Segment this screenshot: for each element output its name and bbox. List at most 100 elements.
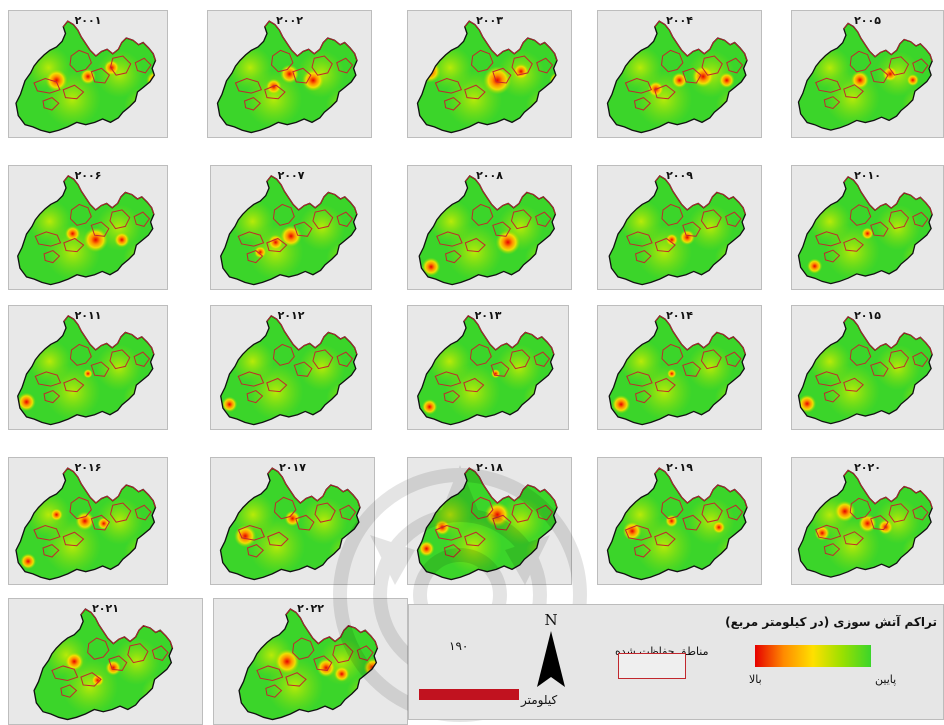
- protected-area-outline: [272, 343, 295, 366]
- protected-area-outline: [87, 637, 110, 660]
- protected-area-outline: [700, 349, 722, 370]
- map-year-label: ۲۰۱۱: [74, 309, 102, 322]
- map-year-label: ۲۰۰۸: [476, 169, 503, 182]
- fire-hotspot: [64, 652, 84, 671]
- protected-area-outline: [133, 211, 151, 227]
- protected-area-outline: [912, 58, 929, 74]
- legend-panel: تراکم آتش سوزی (در کیلومتر مربع) بالا پا…: [408, 604, 944, 720]
- protected-area-outline: [69, 343, 92, 366]
- protected-area-outline: [272, 203, 295, 226]
- fire-density-map: [606, 20, 748, 134]
- map-panel: ۲۰۱۲: [210, 305, 372, 430]
- protected-area-outline: [63, 175, 155, 215]
- protected-area-outline: [660, 496, 684, 520]
- map-panel: ۲۰۰۲: [207, 10, 372, 138]
- protected-area-outline: [823, 389, 841, 403]
- protected-area-outline: [843, 316, 933, 355]
- protected-area-outline: [336, 211, 354, 227]
- fire-hotspot: [798, 394, 817, 413]
- legend-title: تراکم آتش سوزی (در کیلومتر مربع): [725, 615, 937, 629]
- fire-density-map: [219, 467, 361, 581]
- protected-area-outline: [69, 496, 92, 520]
- protected-area-outline: [443, 97, 461, 111]
- fire-hotspot: [333, 666, 350, 682]
- protected-area-outline: [266, 315, 358, 355]
- protected-area-outline: [237, 371, 265, 387]
- protected-area-outline: [267, 531, 289, 547]
- protected-area-outline: [661, 203, 684, 226]
- fire-hotspot: [692, 65, 715, 88]
- map-panel: ۲۰۲۰: [791, 457, 944, 585]
- protected-area-outline: [237, 231, 265, 247]
- protected-area-outline: [536, 504, 554, 521]
- protected-area-outline: [80, 608, 173, 649]
- protected-area-outline: [90, 361, 110, 377]
- protected-area-outline: [436, 231, 463, 247]
- protected-area-outline: [266, 237, 288, 253]
- protected-area-outline: [134, 57, 152, 74]
- protected-area-outline: [700, 209, 722, 230]
- protected-area-outline: [654, 20, 748, 61]
- map-panel: ۲۰۰۹: [597, 165, 762, 290]
- protected-area-outline: [701, 55, 723, 76]
- fire-hotspot: [114, 232, 130, 248]
- protected-area-outline: [725, 211, 742, 227]
- protected-area-outline: [726, 504, 744, 521]
- protected-area-outline: [63, 315, 155, 355]
- fire-density-map: [17, 315, 155, 426]
- protected-area-outline: [635, 389, 652, 404]
- protected-area-outline: [267, 467, 361, 508]
- protected-area-outline: [471, 203, 494, 226]
- protected-area-outline: [293, 361, 313, 377]
- fire-hotspot: [861, 227, 874, 240]
- protected-area-outline: [63, 377, 85, 393]
- fire-hotspot: [671, 72, 688, 89]
- protected-area-outline: [660, 49, 684, 73]
- protected-area-outline: [108, 655, 128, 671]
- protected-area-outline: [626, 371, 653, 387]
- map-year-label: ۲۰۲۱: [92, 602, 119, 615]
- map-panel: ۲۰۰۳: [407, 10, 572, 138]
- protected-area-outline: [127, 643, 149, 664]
- fire-hotspot: [221, 396, 238, 413]
- map-panel: ۲۰۲۱: [8, 598, 203, 725]
- protected-area-outline: [843, 469, 933, 509]
- fire-hotspot: [418, 540, 435, 557]
- protected-area-outline: [492, 221, 511, 237]
- fire-density-map: [797, 175, 933, 285]
- protected-area-outline: [464, 84, 486, 100]
- fire-density-map: [15, 20, 157, 134]
- protected-area-outline: [464, 20, 558, 61]
- protected-area-outline: [285, 672, 307, 687]
- protected-area-outline: [490, 361, 510, 377]
- protected-area-outline: [635, 249, 652, 264]
- fire-hotspot: [284, 510, 301, 527]
- protected-area-outline: [292, 637, 315, 660]
- protected-area-outline: [912, 505, 929, 521]
- protected-area-outline: [469, 343, 492, 366]
- protected-area-outline: [109, 55, 132, 76]
- protected-area-outline: [823, 543, 841, 557]
- map-panel: ۲۰۰۷: [210, 165, 372, 290]
- map-panel: ۲۰۱۵: [791, 305, 944, 430]
- map-year-label: ۲۰۰۹: [666, 169, 693, 182]
- fire-hotspot: [302, 69, 325, 92]
- protected-area-outline: [443, 544, 461, 558]
- protected-area-outline: [536, 57, 554, 74]
- fire-hotspot: [64, 225, 81, 242]
- protected-area-outline: [266, 377, 288, 393]
- fire-hotspot: [274, 649, 300, 674]
- protected-area-outline: [60, 684, 78, 698]
- protected-area-outline: [356, 645, 374, 661]
- protected-area-outline: [626, 231, 653, 247]
- fire-density-map: [606, 467, 748, 581]
- north-arrow-icon: N: [537, 611, 565, 687]
- map-year-label: ۲۰۰۴: [666, 14, 693, 27]
- protected-area-outline: [90, 221, 110, 237]
- protected-area-outline: [265, 684, 283, 698]
- fire-hotspot: [484, 502, 510, 528]
- fire-hotspot: [483, 66, 512, 95]
- protected-area-outline: [34, 231, 62, 247]
- protected-area-outline: [912, 351, 929, 367]
- fire-hotspot: [491, 369, 501, 379]
